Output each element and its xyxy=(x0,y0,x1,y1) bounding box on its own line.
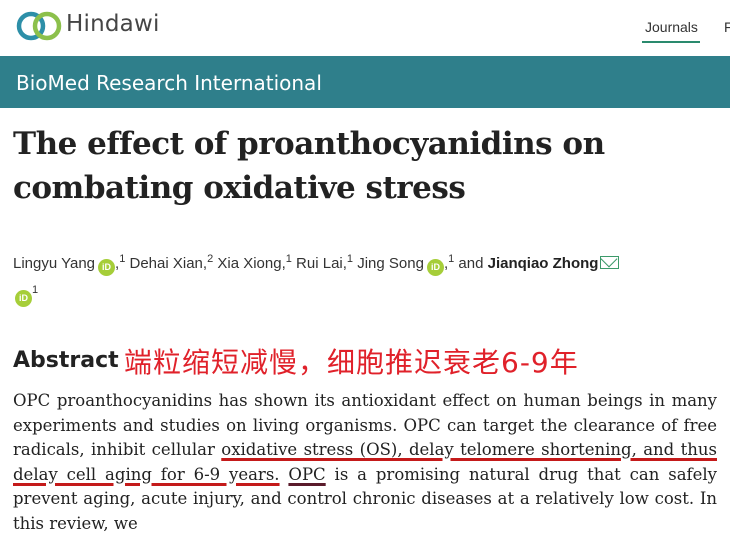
abstract-text: OPC proanthocyanidins has shown its anti… xyxy=(13,389,717,536)
author-item: Jing Song iD ,1 xyxy=(357,253,455,276)
email-icon[interactable] xyxy=(600,256,620,269)
site-header: Hindawi Journals F xyxy=(0,0,730,56)
corresponding-author-name[interactable]: Jianqiao Zhong xyxy=(487,255,599,272)
orcid-icon[interactable]: iD xyxy=(426,259,444,276)
author-item: Jianqiao Zhong xyxy=(488,255,620,272)
author-item: Rui Lai,1 xyxy=(296,253,354,272)
abstract-text-part: OPC proanthocyanidins has shown its anti… xyxy=(13,391,717,459)
author-item: Xia Xiong,1 xyxy=(217,253,292,272)
author-name[interactable]: Dehai Xian xyxy=(129,255,203,272)
affiliation-marker: 1 xyxy=(32,284,39,296)
nav-active-indicator xyxy=(642,41,700,43)
affiliation-marker: 1 xyxy=(346,253,354,265)
abstract-heading: Abstract xyxy=(13,348,119,373)
author-name[interactable]: Xia Xiong xyxy=(217,255,282,272)
hindawi-logo-icon[interactable] xyxy=(16,8,64,44)
site-brand[interactable]: Hindawi xyxy=(66,11,160,37)
affiliation-marker: 2 xyxy=(207,253,214,265)
nav-journals[interactable]: Journals xyxy=(645,19,698,35)
journal-name[interactable]: BioMed Research International xyxy=(16,71,322,95)
highlighted-phrase: oxidative stress (OS), delay telomere sh… xyxy=(13,440,717,484)
author-item: Dehai Xian,2 xyxy=(129,253,214,272)
author-name[interactable]: Jing Song xyxy=(357,255,424,272)
journal-banner: BioMed Research International xyxy=(0,56,730,108)
affiliation-marker: 1 xyxy=(119,253,126,265)
nav-next-item[interactable]: F xyxy=(724,19,730,35)
highlighted-opc: OPC xyxy=(288,464,326,484)
author-list: Lingyu Yang iD ,1 Dehai Xian,2 Xia Xiong,1… xyxy=(13,246,713,308)
chinese-annotation: 端粒缩短减慢，细胞推迟衰老6-9年 xyxy=(124,346,579,379)
orcid-icon[interactable]: iD xyxy=(15,290,32,307)
article-title: The effect of proanthocyanidins on comba… xyxy=(13,126,605,206)
author-name[interactable]: Rui Lai xyxy=(296,255,343,272)
affiliation-marker: 1 xyxy=(448,253,455,265)
author-item: Lingyu Yang iD ,1 xyxy=(13,253,126,276)
and-word: and xyxy=(458,255,484,272)
author-name[interactable]: Lingyu Yang xyxy=(13,255,96,272)
affiliation-marker: 1 xyxy=(285,253,292,265)
orcid-icon[interactable]: iD xyxy=(98,259,116,276)
